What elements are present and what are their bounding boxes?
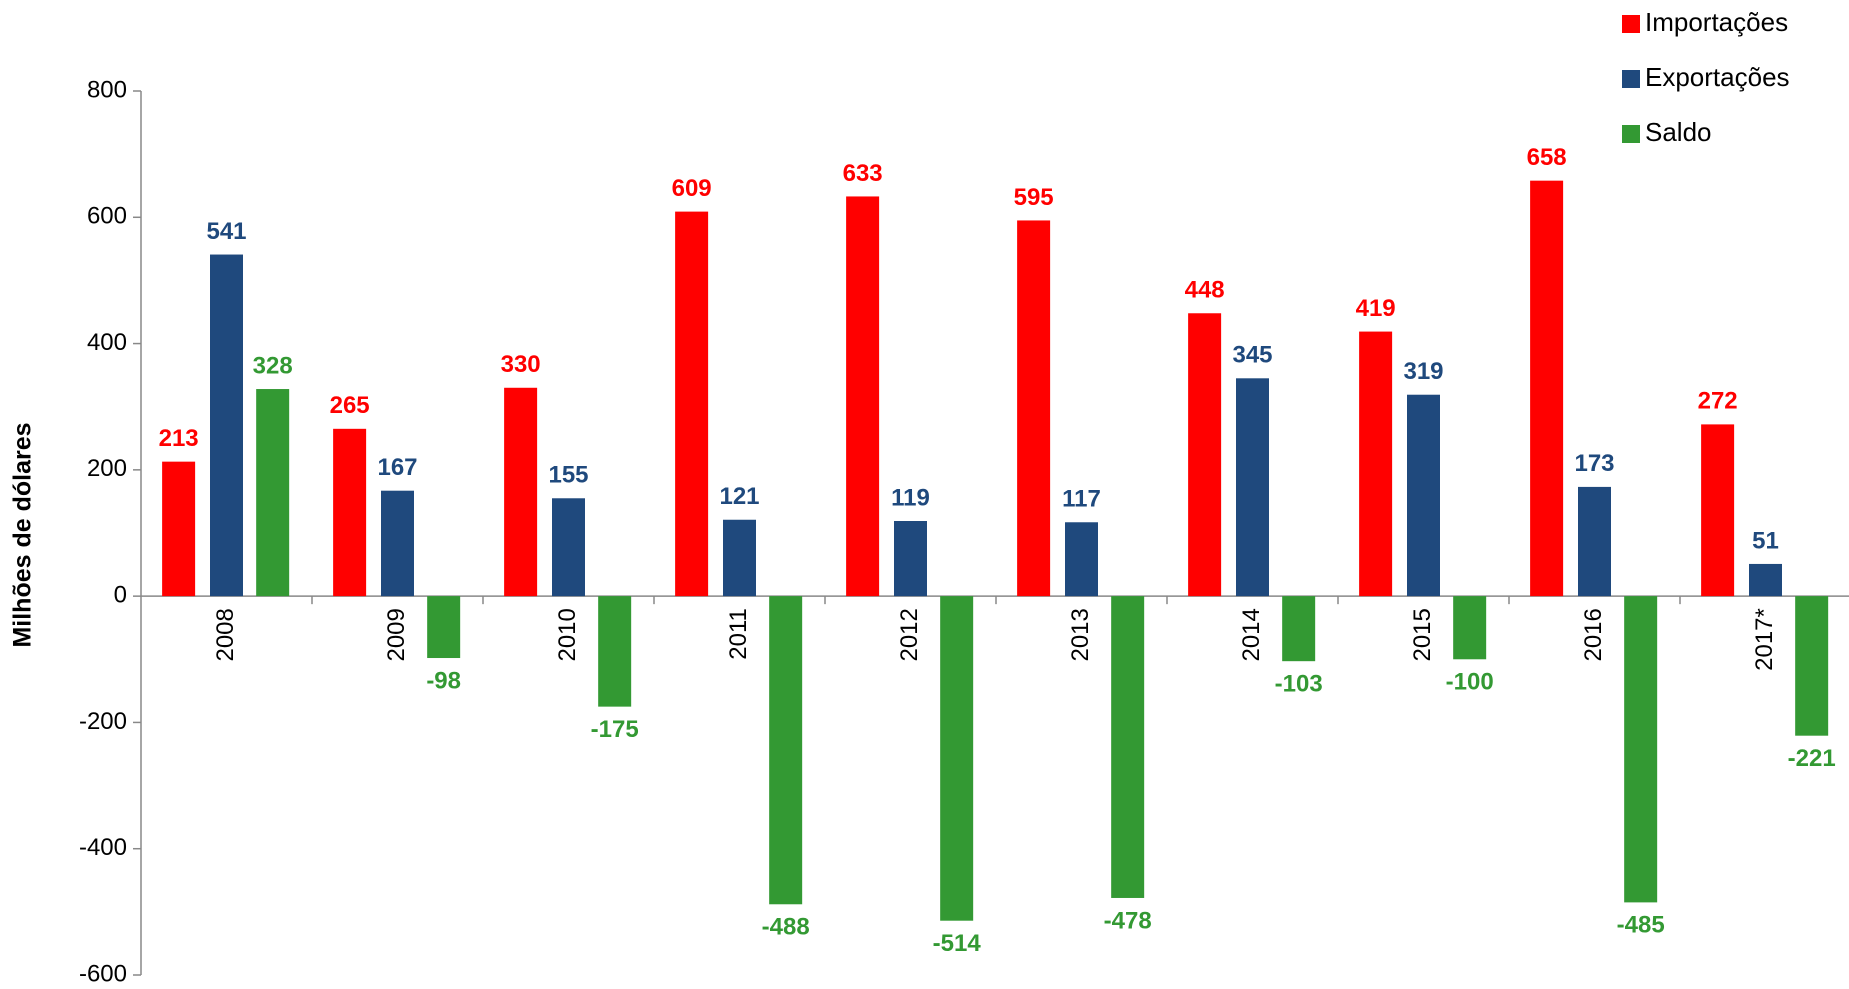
value-label: 330 <box>501 351 541 378</box>
bar <box>1359 331 1393 597</box>
value-label: -485 <box>1617 912 1665 939</box>
bar <box>381 490 414 597</box>
legend-label: Exportações <box>1645 62 1790 92</box>
y-tick-label: 200 <box>87 455 127 482</box>
value-label: -100 <box>1446 669 1494 696</box>
bar <box>1188 313 1222 597</box>
legend-label: Saldo <box>1645 117 1712 147</box>
y-tick-label: 400 <box>87 329 127 356</box>
value-label: 265 <box>330 392 370 419</box>
x-tick-label: 2009 <box>383 608 410 661</box>
value-label: 319 <box>1403 358 1443 385</box>
bar <box>675 211 709 597</box>
value-label: 121 <box>719 483 759 510</box>
y-tick-label: -200 <box>79 708 127 735</box>
bar <box>256 389 290 597</box>
bar <box>504 387 538 597</box>
bar <box>1282 596 1316 662</box>
bar <box>552 498 585 597</box>
value-label: -514 <box>933 930 982 957</box>
y-tick-label: 600 <box>87 203 127 230</box>
value-label: 173 <box>1574 450 1614 477</box>
bar <box>427 596 461 659</box>
bar <box>769 596 803 905</box>
value-label: -103 <box>1275 671 1323 698</box>
bar <box>1236 378 1269 597</box>
bar <box>940 596 974 921</box>
bar <box>598 596 632 707</box>
y-tick-label: 800 <box>87 76 127 103</box>
legend-swatch <box>1622 70 1640 88</box>
x-tick-label: 2008 <box>212 608 239 661</box>
bar <box>1624 596 1658 903</box>
legend-label: Importações <box>1645 7 1788 37</box>
bar <box>1701 424 1735 597</box>
value-label: 328 <box>253 352 293 379</box>
value-label: 117 <box>1062 486 1101 513</box>
bar <box>162 461 196 597</box>
bar <box>1749 563 1782 597</box>
value-label: 155 <box>548 462 588 489</box>
value-label: -175 <box>591 716 639 743</box>
value-label: 609 <box>672 175 712 202</box>
value-label: 633 <box>843 160 883 187</box>
value-label: 595 <box>1014 184 1054 211</box>
value-label: -478 <box>1104 907 1152 934</box>
value-label: 213 <box>159 425 199 452</box>
value-label: 167 <box>377 454 417 481</box>
x-tick-label: 2010 <box>554 608 581 661</box>
value-label: -488 <box>762 914 810 941</box>
bar <box>723 519 756 597</box>
x-tick-label: 2017* <box>1751 608 1778 671</box>
bar <box>1453 596 1487 660</box>
bar <box>1017 220 1051 597</box>
bar <box>333 428 367 597</box>
x-tick-label: 2013 <box>1067 608 1094 661</box>
value-label: 419 <box>1356 295 1396 322</box>
bar <box>1111 596 1145 898</box>
x-tick-label: 2012 <box>896 608 923 661</box>
value-label: 541 <box>206 218 246 245</box>
bar <box>1578 486 1611 597</box>
x-tick-label: 2014 <box>1238 608 1265 661</box>
value-label: -98 <box>426 667 461 694</box>
bar <box>1407 394 1440 597</box>
legend-swatch <box>1622 15 1640 33</box>
bar <box>210 254 243 597</box>
y-axis-label: Milhões de dólares <box>9 422 37 647</box>
legend-swatch <box>1622 125 1640 143</box>
bar <box>1795 596 1829 736</box>
value-label: -221 <box>1788 745 1836 772</box>
value-label: 272 <box>1698 388 1738 415</box>
x-tick-label: 2015 <box>1409 608 1436 661</box>
bar <box>846 196 880 597</box>
bar <box>894 521 927 597</box>
value-label: 448 <box>1185 277 1225 304</box>
bar <box>1065 522 1098 597</box>
value-label: 119 <box>891 484 930 511</box>
value-label: 658 <box>1527 144 1567 171</box>
bar <box>1530 180 1564 597</box>
value-label: 51 <box>1752 527 1779 554</box>
value-label: 345 <box>1232 342 1272 369</box>
x-tick-label: 2016 <box>1580 608 1607 661</box>
y-tick-label: -400 <box>79 834 127 861</box>
y-tick-label: 0 <box>114 581 127 608</box>
x-tick-label: 2011 <box>725 608 752 660</box>
y-tick-label: -600 <box>79 960 127 987</box>
